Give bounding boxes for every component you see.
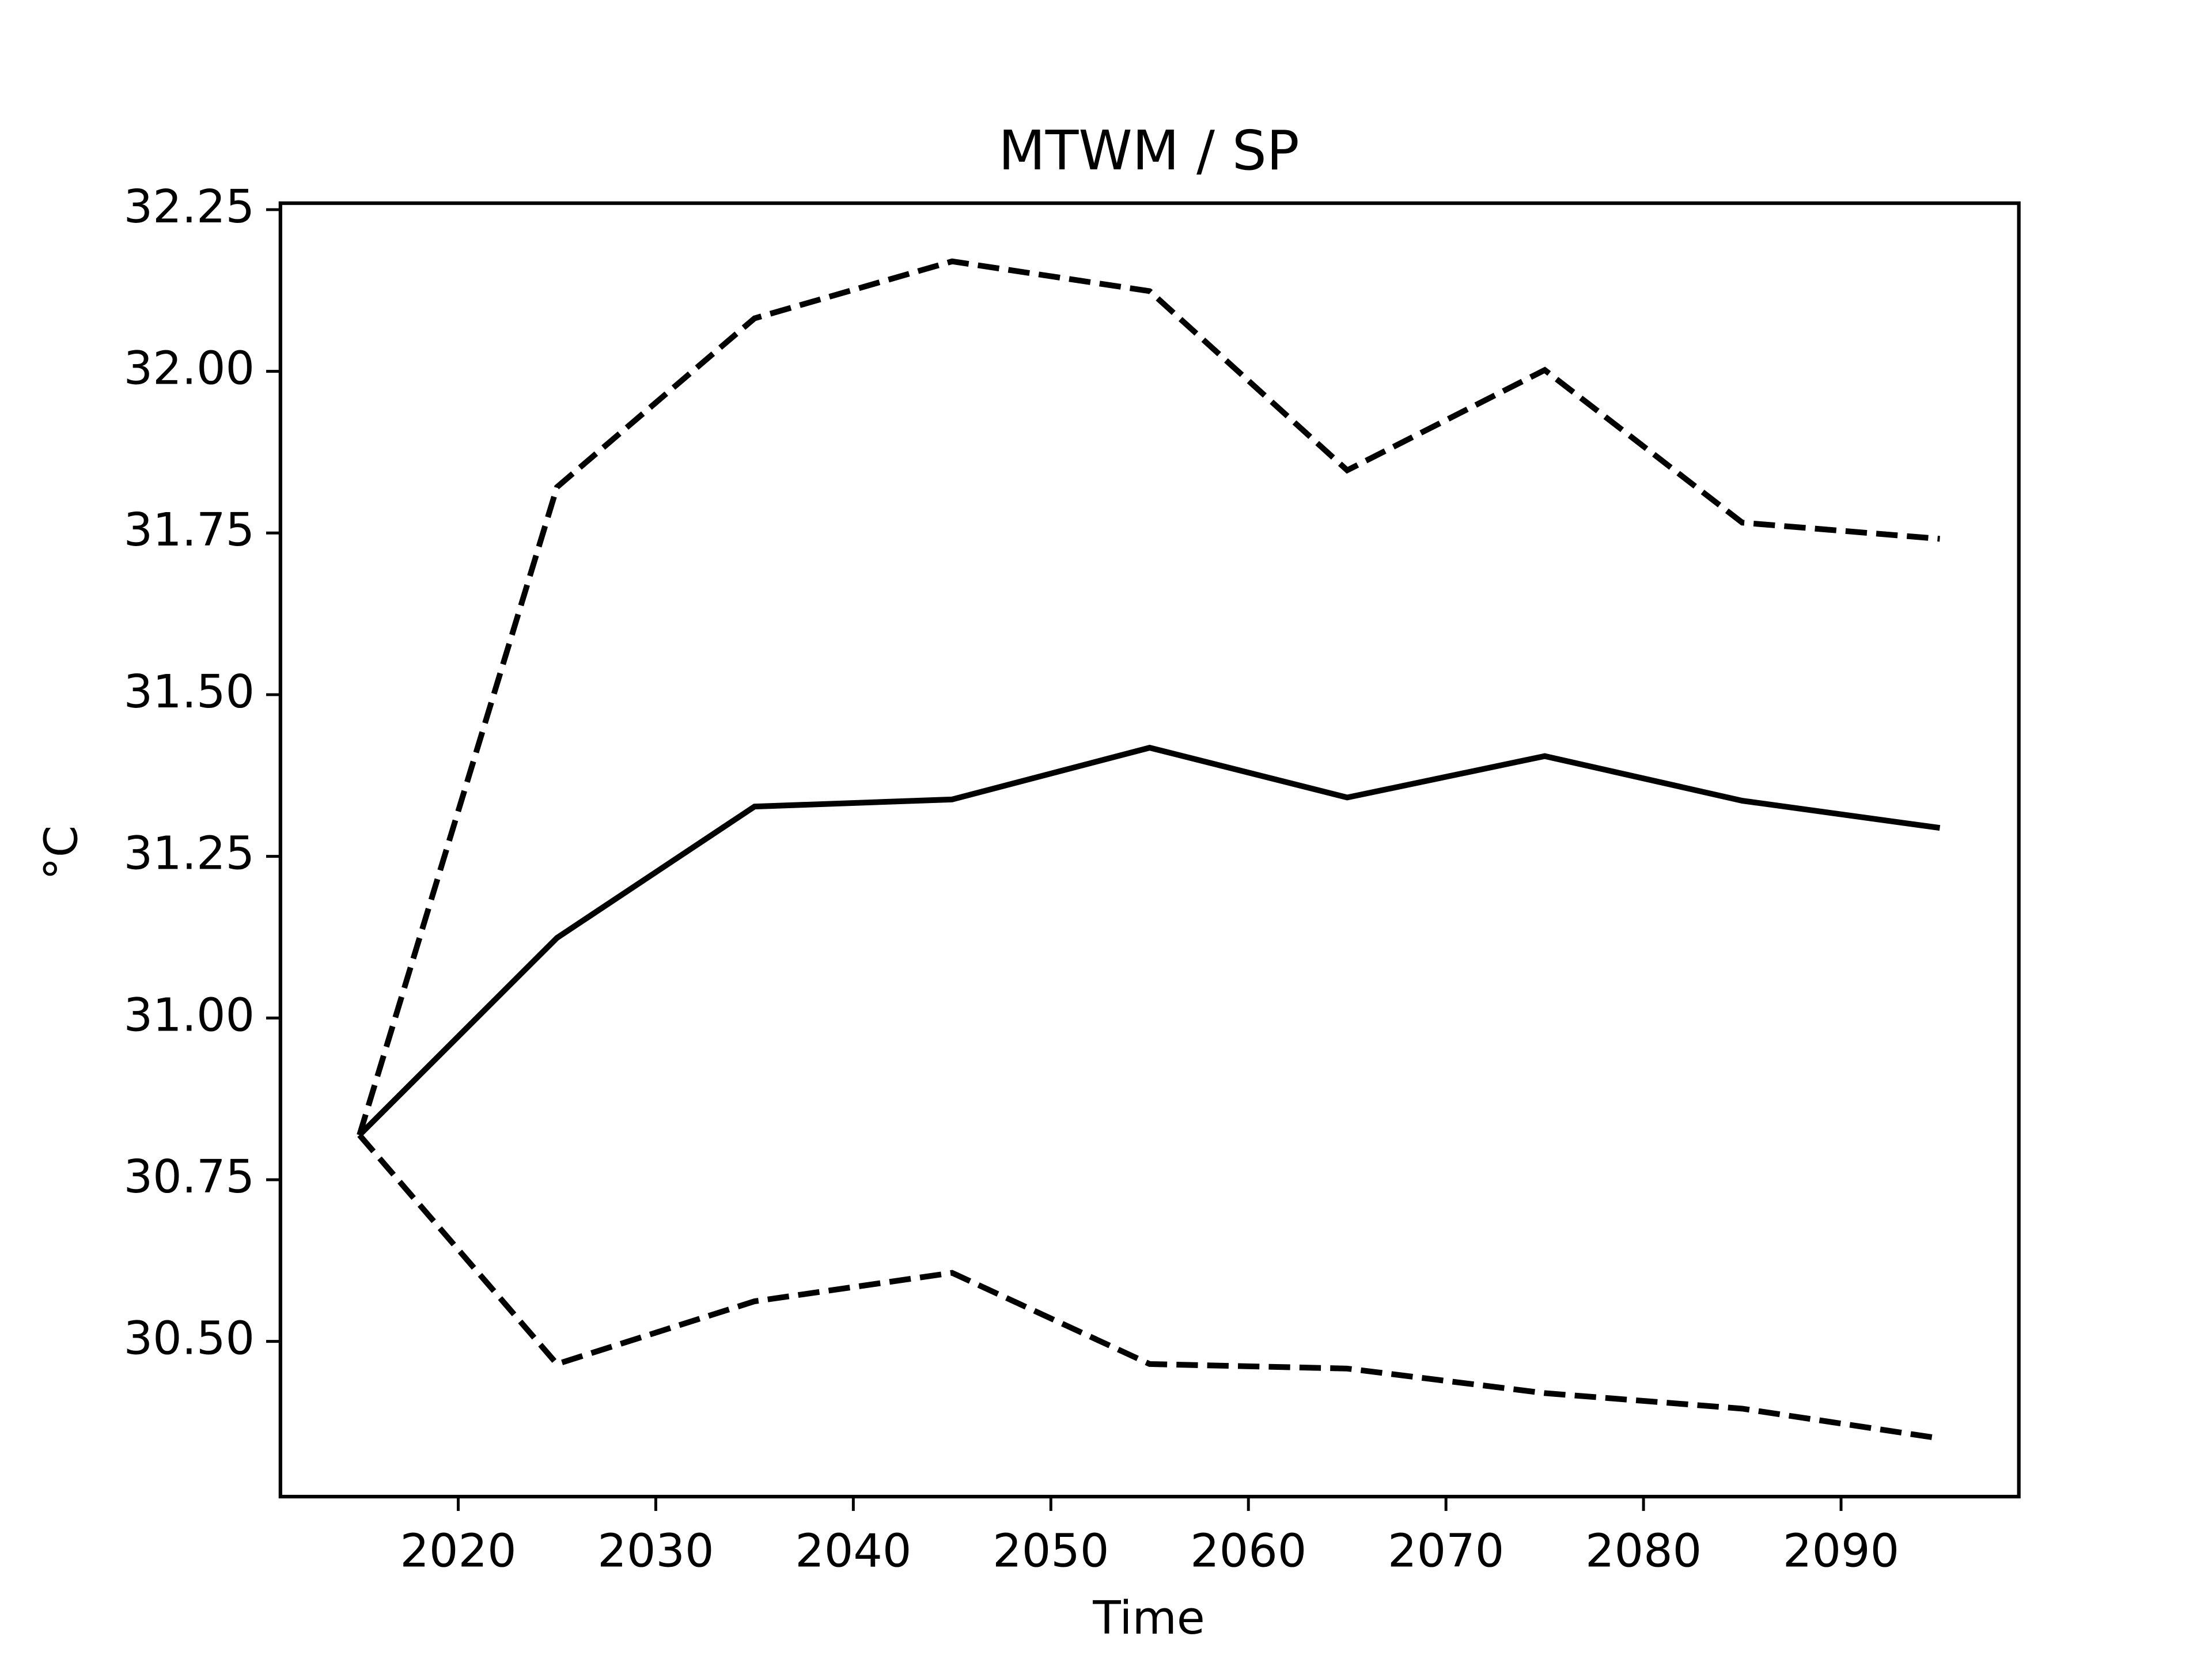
- y-tick-label: 31.75: [124, 503, 255, 556]
- y-tick-label: 30.75: [124, 1150, 255, 1203]
- y-tick-label: 32.00: [124, 342, 255, 395]
- x-tick-label: 2040: [795, 1524, 911, 1577]
- x-tick-label: 2070: [1388, 1524, 1504, 1577]
- y-tick-label: 32.25: [124, 180, 255, 233]
- y-tick-label: 30.50: [124, 1312, 255, 1365]
- plot-frame: [278, 201, 2021, 1499]
- data-line: [357, 744, 1941, 1138]
- data-line: [357, 258, 1940, 1136]
- x-tick-label: 2080: [1585, 1524, 1702, 1577]
- x-tick-label: 2090: [1783, 1524, 1899, 1577]
- x-axis-label: Time: [1092, 1591, 1205, 1645]
- x-tick-label: 2060: [1190, 1524, 1306, 1577]
- x-tick-label: 2020: [400, 1524, 516, 1577]
- y-tick-label: 31.50: [124, 665, 255, 718]
- x-tick-label: 2030: [597, 1524, 714, 1577]
- chart-title: MTWM / SP: [998, 119, 1299, 183]
- data-line: [357, 1133, 1941, 1441]
- y-tick-label: 31.25: [124, 827, 255, 880]
- y-tick-label: 31.00: [124, 988, 255, 1041]
- x-tick-label: 2050: [993, 1524, 1109, 1577]
- y-axis-label: °C: [35, 825, 88, 880]
